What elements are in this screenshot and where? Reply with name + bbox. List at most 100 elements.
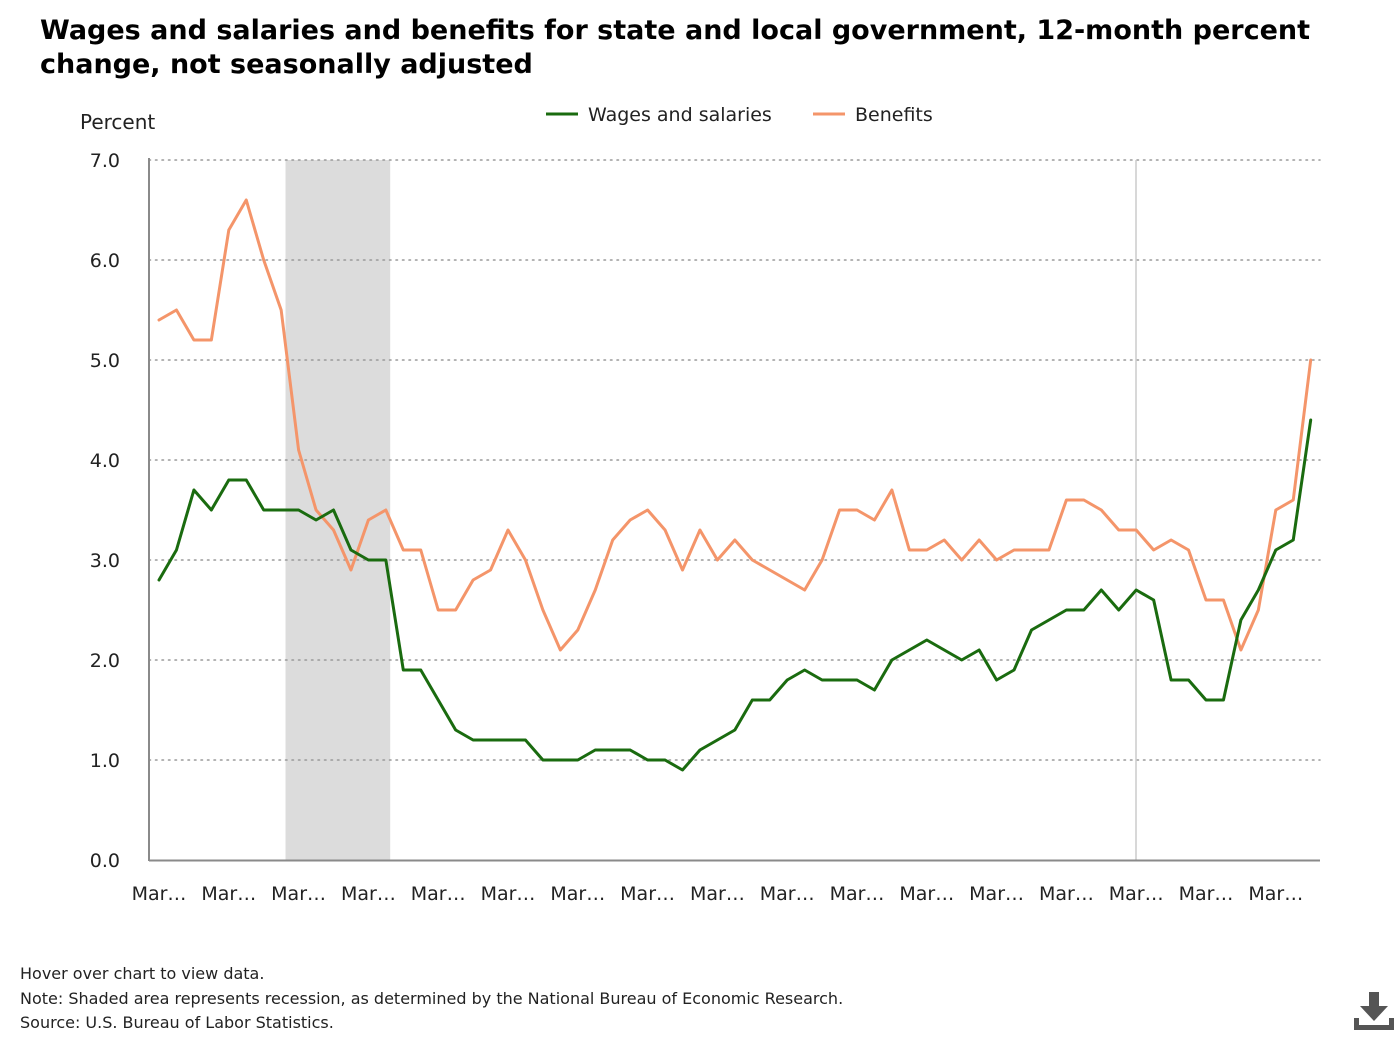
data-point[interactable]: [908, 648, 911, 652]
data-point[interactable]: [245, 478, 248, 482]
data-point[interactable]: [977, 648, 981, 652]
data-point[interactable]: [332, 508, 335, 512]
data-point[interactable]: [890, 488, 894, 492]
data-point[interactable]: [157, 318, 161, 322]
data-point[interactable]: [437, 608, 440, 612]
data-point[interactable]: [279, 308, 283, 312]
data-point[interactable]: [1204, 598, 1208, 602]
data-point[interactable]: [576, 758, 579, 762]
data-point[interactable]: [1065, 498, 1068, 502]
data-point[interactable]: [1012, 548, 1016, 552]
data-point[interactable]: [1274, 548, 1278, 552]
data-point[interactable]: [279, 508, 283, 512]
data-point[interactable]: [611, 538, 614, 542]
data-point[interactable]: [698, 748, 702, 752]
data-point[interactable]: [786, 678, 789, 682]
data-point[interactable]: [210, 508, 213, 512]
data-point[interactable]: [227, 228, 230, 232]
data-point[interactable]: [1292, 498, 1295, 502]
data-point[interactable]: [1117, 528, 1120, 532]
data-point[interactable]: [960, 658, 963, 662]
data-point[interactable]: [367, 558, 370, 562]
data-point[interactable]: [820, 678, 824, 682]
data-point[interactable]: [1100, 588, 1103, 592]
data-point[interactable]: [1169, 678, 1173, 682]
data-point[interactable]: [192, 338, 196, 342]
data-point[interactable]: [1257, 588, 1260, 592]
data-point[interactable]: [314, 508, 318, 512]
data-point[interactable]: [838, 678, 841, 682]
legend-item-wages[interactable]: Wages and salaries: [546, 104, 772, 126]
data-point[interactable]: [1239, 648, 1243, 652]
data-point[interactable]: [681, 568, 684, 572]
data-point[interactable]: [925, 638, 928, 642]
data-point[interactable]: [855, 508, 859, 512]
data-point[interactable]: [838, 508, 841, 512]
data-point[interactable]: [908, 548, 911, 552]
data-point[interactable]: [262, 508, 265, 512]
data-point[interactable]: [489, 738, 492, 742]
data-point[interactable]: [541, 608, 545, 612]
data-point[interactable]: [716, 558, 719, 562]
data-point[interactable]: [297, 448, 300, 452]
data-point[interactable]: [1169, 538, 1173, 542]
data-point[interactable]: [646, 508, 649, 512]
data-point[interactable]: [768, 568, 771, 572]
data-point[interactable]: [1065, 608, 1068, 612]
data-point[interactable]: [1012, 668, 1016, 672]
data-point[interactable]: [419, 668, 422, 672]
data-point[interactable]: [628, 518, 632, 522]
data-point[interactable]: [1135, 588, 1138, 592]
data-point[interactable]: [873, 518, 876, 522]
data-point[interactable]: [1309, 418, 1312, 422]
data-point[interactable]: [663, 528, 667, 532]
data-point[interactable]: [454, 608, 457, 612]
data-point[interactable]: [733, 538, 737, 542]
data-point[interactable]: [1292, 538, 1295, 542]
data-point[interactable]: [559, 648, 562, 652]
data-point[interactable]: [733, 728, 737, 732]
data-point[interactable]: [803, 588, 806, 592]
data-point[interactable]: [506, 738, 510, 742]
data-point[interactable]: [576, 628, 579, 632]
data-point[interactable]: [367, 518, 370, 522]
legend-item-benefits[interactable]: Benefits: [813, 104, 933, 126]
data-point[interactable]: [541, 758, 545, 762]
data-point[interactable]: [454, 728, 457, 732]
benefits-series[interactable]: [157, 198, 1313, 652]
data-point[interactable]: [262, 258, 265, 262]
data-point[interactable]: [1187, 678, 1190, 682]
data-point[interactable]: [1030, 548, 1033, 552]
data-point[interactable]: [1222, 598, 1225, 602]
data-point[interactable]: [1047, 618, 1051, 622]
data-point[interactable]: [524, 558, 527, 562]
data-point[interactable]: [611, 748, 614, 752]
data-point[interactable]: [1047, 548, 1051, 552]
data-point[interactable]: [471, 578, 475, 582]
data-point[interactable]: [820, 558, 824, 562]
data-point[interactable]: [402, 668, 405, 672]
data-point[interactable]: [384, 558, 388, 562]
data-point[interactable]: [995, 678, 998, 682]
data-point[interactable]: [314, 518, 318, 522]
data-point[interactable]: [995, 558, 998, 562]
data-point[interactable]: [402, 548, 405, 552]
data-point[interactable]: [349, 568, 353, 572]
data-point[interactable]: [489, 568, 492, 572]
data-point[interactable]: [1030, 628, 1033, 632]
data-point[interactable]: [506, 528, 510, 532]
data-point[interactable]: [1309, 358, 1312, 362]
data-point[interactable]: [384, 508, 388, 512]
data-point[interactable]: [1257, 608, 1260, 612]
data-point[interactable]: [1204, 698, 1208, 702]
data-point[interactable]: [297, 508, 300, 512]
download-button[interactable]: [1350, 990, 1398, 1036]
data-point[interactable]: [1187, 548, 1190, 552]
data-point[interactable]: [210, 338, 213, 342]
data-point[interactable]: [716, 738, 719, 742]
data-point[interactable]: [192, 488, 196, 492]
data-point[interactable]: [943, 538, 946, 542]
data-point[interactable]: [559, 758, 562, 762]
data-point[interactable]: [1117, 608, 1120, 612]
data-point[interactable]: [751, 558, 754, 562]
